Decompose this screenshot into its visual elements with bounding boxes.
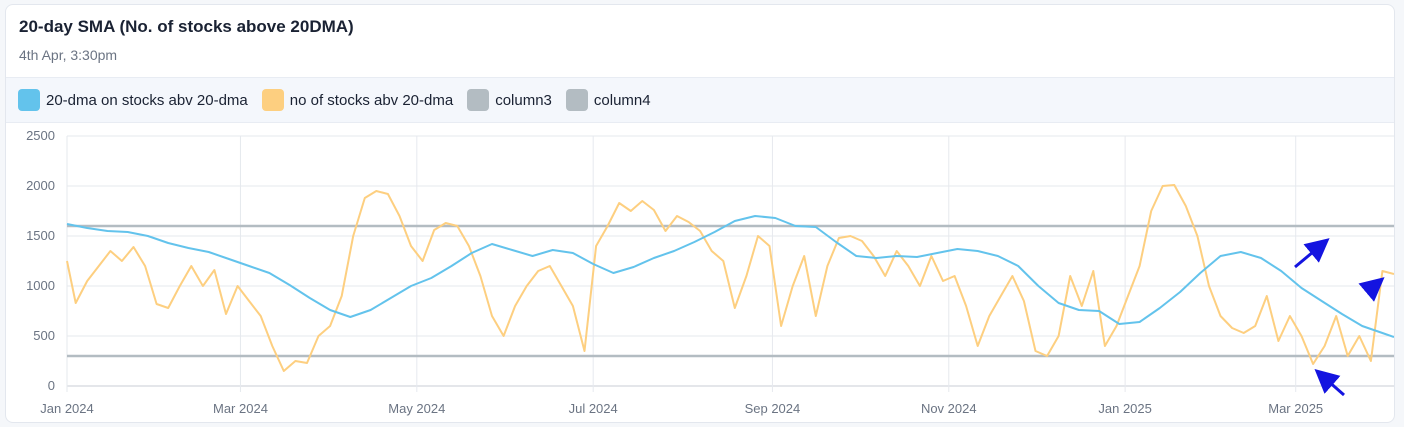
series-line-no-of-stocks-abv-20-dma[interactable] [66, 184, 1394, 372]
x-tick-label: May 2024 [388, 401, 445, 416]
legend-label: column4 [593, 91, 651, 109]
x-tick-label: Nov 2024 [921, 401, 977, 416]
y-tick-label: 1000 [26, 278, 55, 293]
y-tick-label: 0 [48, 378, 55, 393]
x-tick-label: Jan 2025 [1098, 401, 1152, 416]
chart-title: 20-day SMA (No. of stocks above 20DMA) [19, 17, 354, 36]
y-tick-label: 500 [33, 328, 55, 343]
x-tick-label: Jan 2024 [40, 401, 94, 416]
legend-label: 20-dma on stocks abv 20-dma [46, 91, 248, 109]
legend-item-column4[interactable]: column4 [565, 89, 651, 111]
line-chart: 0 500 1000 1500 2000 2500 Jan 2024 Mar 2024 May … [26, 128, 1394, 416]
y-tick-label: 1500 [26, 228, 55, 243]
legend-swatch [261, 89, 284, 111]
legend-swatch [18, 89, 40, 111]
x-tick-label: Jul 2024 [569, 401, 618, 416]
y-tick-label: 2500 [26, 128, 55, 143]
x-tick-label: Sep 2024 [745, 401, 801, 416]
legend-item-column3[interactable]: column3 [467, 89, 552, 111]
legend-label: column3 [495, 91, 552, 109]
chart-card: 20-day SMA (No. of stocks above 20DMA) 4… [5, 4, 1395, 423]
x-tick-label: Mar 2024 [213, 401, 268, 416]
legend-swatch [565, 89, 588, 111]
series-line-20-dma-on-stocks-abv-20-dma[interactable] [66, 215, 1394, 338]
annotation-arrows [1294, 238, 1385, 397]
legend-item-stocks[interactable]: no of stocks abv 20-dma [261, 89, 454, 111]
arrow-annotation [1314, 369, 1345, 397]
chart-header: 20-day SMA (No. of stocks above 20DMA) 4… [19, 17, 354, 63]
arrow-annotation [1294, 238, 1330, 269]
y-tick-label: 2000 [26, 178, 55, 193]
legend-label: no of stocks abv 20-dma [289, 91, 454, 109]
x-tick-label: Mar 2025 [1268, 401, 1323, 416]
chart-legend: 20-dma on stocks abv 20-dma no of stocks… [6, 77, 1394, 123]
chart-subtitle: 4th Apr, 3:30pm [19, 47, 118, 63]
arrow-annotation [1358, 277, 1385, 302]
legend-item-20dma[interactable]: 20-dma on stocks abv 20-dma [18, 89, 248, 111]
legend-swatch [467, 89, 490, 111]
